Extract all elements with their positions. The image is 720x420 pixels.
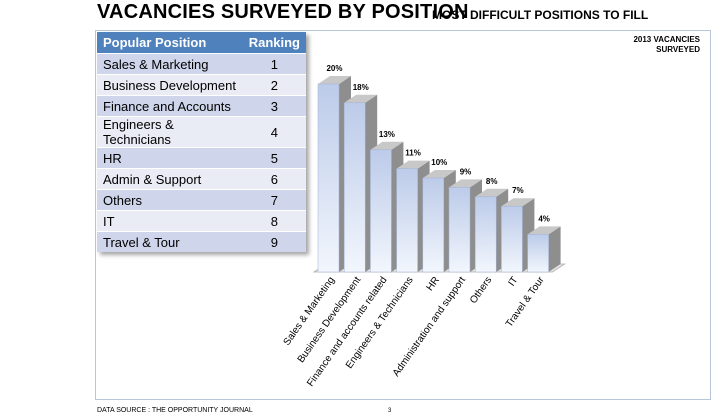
position-cell: HR <box>97 147 243 169</box>
data-label: 18% <box>353 83 369 92</box>
category-label: HR <box>425 275 442 293</box>
position-cell: Others <box>97 189 243 211</box>
table-row: Travel & Tour 9 <box>97 231 306 252</box>
position-cell: Engineers & Technicians <box>97 116 243 148</box>
page-number: 3 <box>388 408 392 414</box>
position-cell: Business Development <box>97 74 243 96</box>
bar-top <box>344 94 378 103</box>
data-source: DATA SOURCE : THE OPPORTUNITY JOURNAL <box>97 407 253 414</box>
position-cell: Travel & Tour <box>97 231 243 252</box>
position-cell: Finance and Accounts <box>97 95 243 117</box>
table-row: Business Development 2 <box>97 74 306 96</box>
bar-top <box>370 141 404 150</box>
category-label: IT <box>506 275 520 289</box>
data-label: 8% <box>486 177 498 186</box>
ranking-table: Popular Position Ranking Sales & Marketi… <box>97 32 306 252</box>
bar-front <box>396 168 418 273</box>
bar-top <box>396 160 430 169</box>
rank-cell: 3 <box>242 95 306 117</box>
bar-top <box>422 170 456 178</box>
bar-front <box>317 83 340 273</box>
data-label: 10% <box>431 158 447 167</box>
data-label: 20% <box>326 64 342 73</box>
position-cell: IT <box>97 210 243 232</box>
bar-top <box>449 179 482 188</box>
bar-front <box>370 149 392 273</box>
table-row: Engineers & Technicians 4 <box>97 116 306 148</box>
table-row: Finance and Accounts 3 <box>97 95 306 117</box>
bar-front <box>501 205 523 273</box>
position-cell: Admin & Support <box>97 168 243 190</box>
data-label: 4% <box>538 214 550 223</box>
page-subtitle: MOST DIFFICULT POSITIONS TO FILL <box>432 8 649 22</box>
table-row: HR 5 <box>97 147 306 169</box>
rank-cell: 9 <box>242 231 306 252</box>
table-row: IT 8 <box>97 210 306 232</box>
data-label: 11% <box>405 149 421 158</box>
table-row: Admin & Support 6 <box>97 168 306 190</box>
rank-cell: 7 <box>242 189 306 211</box>
table-row: Sales & Marketing 1 <box>97 53 306 75</box>
rank-cell: 8 <box>242 210 306 232</box>
table-row: Others 7 <box>97 189 306 211</box>
bar-top <box>318 76 351 84</box>
position-cell: Sales & Marketing <box>97 53 243 75</box>
table-header-row: Popular Position Ranking <box>97 32 306 54</box>
data-label: 7% <box>512 186 524 195</box>
chart-frame <box>95 30 711 400</box>
col-header-ranking: Ranking <box>242 32 306 54</box>
bar-front <box>448 187 471 273</box>
bar-front <box>422 177 445 273</box>
bar-side <box>548 226 561 272</box>
rank-cell: 6 <box>242 168 306 190</box>
bar-front <box>527 234 549 273</box>
bar-front <box>343 102 366 273</box>
bar-top <box>527 226 561 235</box>
category-label: Others <box>468 275 494 306</box>
page-title: VACANCIES SURVEYED BY POSITION <box>97 1 469 23</box>
rank-cell: 1 <box>242 53 306 75</box>
bar-top <box>501 198 535 207</box>
bar-top <box>475 188 509 197</box>
data-label: 9% <box>460 167 472 176</box>
vacancies-note: 2013 VACANCIES SURVEYED <box>633 35 700 54</box>
data-label: 13% <box>379 130 395 139</box>
bar-front <box>474 196 497 273</box>
col-header-position: Popular Position <box>97 32 243 54</box>
rank-cell: 2 <box>242 74 306 96</box>
rank-cell: 4 <box>242 116 306 148</box>
bar <box>501 198 535 273</box>
bar <box>527 226 561 273</box>
rank-cell: 5 <box>242 147 306 169</box>
